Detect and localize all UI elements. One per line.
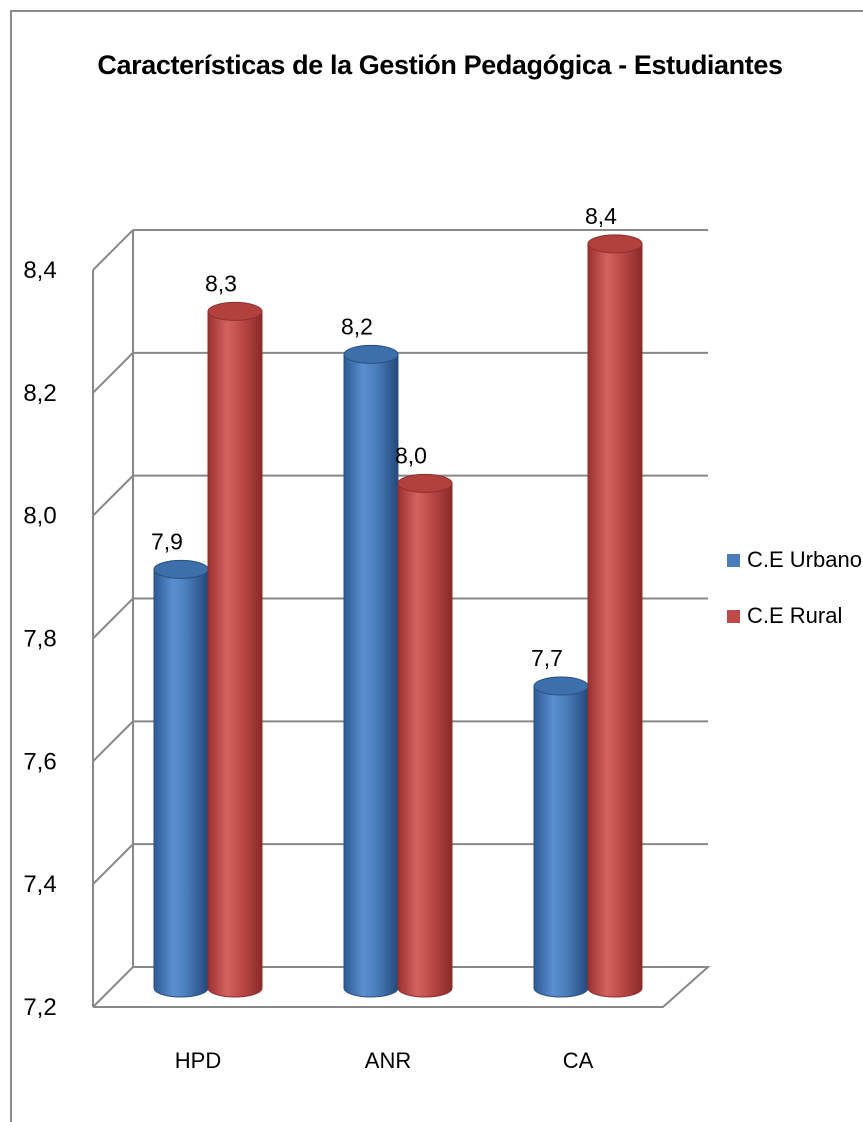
y-tick-label: 8,4 bbox=[23, 257, 56, 284]
bar-top bbox=[397, 473, 453, 493]
gridline-diagonal bbox=[92, 229, 134, 271]
data-label: 8,3 bbox=[205, 270, 237, 296]
gridline-diagonal bbox=[92, 720, 134, 763]
y-tick-label: 7,2 bbox=[23, 994, 56, 1021]
gridline-diagonal bbox=[92, 597, 134, 640]
y-tick-label: 8,0 bbox=[23, 503, 56, 530]
data-label: 7,7 bbox=[531, 645, 563, 671]
bar bbox=[397, 482, 453, 998]
bar-top bbox=[153, 559, 209, 579]
y-tick-label: 7,8 bbox=[23, 626, 56, 653]
bar bbox=[343, 353, 399, 998]
data-label: 7,9 bbox=[151, 528, 183, 554]
gridline-diagonal bbox=[92, 352, 134, 394]
bar-top bbox=[207, 301, 263, 321]
bar-top bbox=[343, 344, 399, 364]
chart-floor bbox=[92, 966, 711, 1008]
legend-swatch bbox=[727, 610, 740, 623]
x-tick-label: CA bbox=[563, 1048, 594, 1073]
bar bbox=[533, 685, 589, 998]
legend-swatch bbox=[727, 554, 740, 567]
chart-frame bbox=[10, 10, 863, 1122]
data-label: 8,2 bbox=[341, 313, 373, 339]
bar-top bbox=[587, 234, 643, 254]
bar bbox=[153, 568, 209, 998]
x-tick-label: ANR bbox=[365, 1048, 411, 1073]
y-tick-label: 8,2 bbox=[23, 380, 56, 407]
chart-title: Características de la Gestión Pedagógica… bbox=[97, 50, 782, 80]
legend-label: C.E Rural bbox=[747, 603, 842, 628]
gridline-diagonal bbox=[92, 474, 134, 517]
y-tick-label: 7,4 bbox=[23, 871, 56, 898]
bar bbox=[207, 310, 263, 998]
x-tick-label: HPD bbox=[175, 1048, 221, 1073]
y-tick-label: 7,6 bbox=[23, 748, 56, 775]
bar bbox=[587, 243, 643, 998]
data-label: 8,0 bbox=[395, 442, 427, 468]
legend-label: C.E Urbano bbox=[747, 547, 862, 572]
data-label: 8,4 bbox=[585, 203, 617, 229]
bar-top bbox=[533, 676, 589, 696]
gridline-diagonal bbox=[92, 843, 134, 885]
